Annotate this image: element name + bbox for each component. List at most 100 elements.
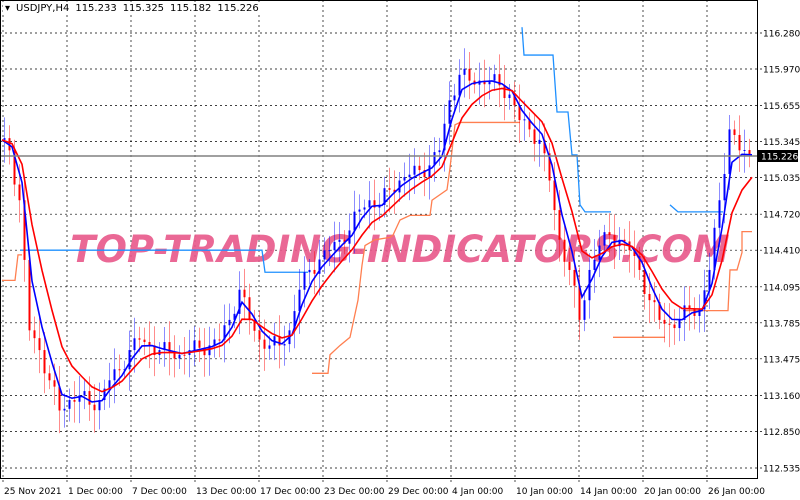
candle-body [358, 209, 361, 212]
candle-body [743, 149, 746, 151]
candle-body [13, 150, 16, 185]
candle-body [428, 165, 431, 178]
candle-body [23, 200, 26, 260]
candle-body [578, 285, 581, 320]
candle-body [98, 400, 101, 411]
candle-body [638, 255, 641, 270]
candle-body [128, 350, 131, 370]
candle-body [618, 239, 621, 247]
candle-body [58, 386, 61, 411]
candle-body [33, 330, 36, 339]
time-tick-label: 26 Jan 00:00 [708, 487, 765, 497]
candle-body [138, 338, 141, 340]
symbol-timeframe: USDJPY,H4 [16, 3, 70, 14]
candle-body [748, 149, 751, 155]
slow-ma-line [1, 87, 753, 393]
candle-body [68, 400, 71, 409]
candle-body [553, 180, 556, 211]
time-tick-label: 4 Jan 00:00 [452, 487, 504, 497]
candle-body [498, 74, 501, 86]
time-tick-label: 14 Jan 00:00 [580, 487, 637, 497]
resistance-step-line [521, 27, 611, 213]
candle-body [393, 189, 396, 193]
candle-body [303, 272, 306, 290]
candle-body [43, 350, 46, 374]
candle-body [678, 319, 681, 329]
candle-body [543, 139, 546, 154]
candle-body [263, 339, 266, 349]
fast-ma-line [1, 80, 753, 403]
candle-body [733, 129, 736, 135]
candle-body [213, 339, 216, 346]
candle-body [363, 207, 366, 210]
time-tick-label: 7 Dec 00:00 [132, 487, 187, 497]
candle-body [573, 269, 576, 286]
price-tick-label: 112.850 [763, 428, 800, 438]
candle-body [338, 239, 341, 242]
price-tick-label: 114.720 [763, 211, 800, 221]
candle-body [703, 290, 706, 310]
candle-body [248, 297, 251, 320]
candle-body [118, 369, 121, 371]
support-step-line [2, 254, 22, 282]
candle-body [408, 174, 411, 178]
high-price: 115.325 [122, 3, 165, 14]
candle-body [603, 232, 606, 246]
time-tick-label: 20 Jan 00:00 [644, 487, 701, 497]
candle-body [658, 302, 661, 320]
candle-body [643, 269, 646, 294]
candle-body [163, 342, 166, 351]
price-tick-label: 115.655 [763, 102, 800, 112]
resistance-step-line [20, 249, 308, 273]
candle-body [103, 388, 106, 401]
candle-body [468, 68, 471, 81]
price-tick-label: 116.280 [763, 30, 800, 40]
candle-body [243, 289, 246, 298]
candle-body [268, 345, 271, 349]
candle-body [83, 391, 86, 396]
candle-body [293, 311, 296, 331]
candle-body [623, 239, 626, 242]
time-tick-label: 25 Nov 2021 [4, 487, 62, 497]
candle-body [143, 339, 146, 343]
low-price: 115.182 [170, 3, 212, 14]
candle-body [453, 95, 456, 101]
candle-body [668, 323, 671, 325]
candle-body [488, 80, 491, 85]
candle-body [483, 80, 486, 85]
candle-body [593, 259, 596, 270]
candle-body [388, 188, 391, 190]
collapse-triangle-icon[interactable]: ▾ [5, 3, 11, 14]
candle-body [523, 119, 526, 121]
price-tick-label: 114.410 [763, 247, 800, 257]
price-tick-label: 114.095 [763, 283, 800, 293]
chart-header: ▾ USDJPY,H4 115.233 115.325 115.182 115.… [3, 3, 261, 14]
candle-body [558, 210, 561, 240]
candle-body [278, 336, 281, 346]
candle-body [223, 325, 226, 340]
candle-body [633, 250, 636, 256]
candle-body [208, 345, 211, 356]
candle-body [233, 313, 236, 320]
candle-body [548, 153, 551, 181]
candle-body [398, 180, 401, 193]
candle-body [653, 300, 656, 303]
candle-body [443, 123, 446, 151]
candle-body [318, 259, 321, 274]
candle-body [218, 339, 221, 341]
price-axis[interactable]: 116.280 115.970 115.655 115.345 115.035 114.7… [763, 30, 800, 475]
candle-body [253, 319, 256, 331]
candle-body [168, 342, 171, 353]
time-axis[interactable]: 25 Nov 2021 1 Dec 00:00 7 Dec 00:00 13 Dec … [4, 487, 765, 497]
candle-body [298, 289, 301, 312]
candle-body [183, 354, 186, 356]
candle-body [148, 342, 151, 346]
candle-body [583, 300, 586, 320]
candle-body [48, 373, 51, 381]
current-price-label: 115.226 [761, 153, 798, 163]
time-tick-label: 29 Dec 00:00 [388, 487, 449, 497]
candle-body [313, 269, 316, 274]
candle-body [283, 344, 286, 346]
candle-body [173, 352, 176, 359]
